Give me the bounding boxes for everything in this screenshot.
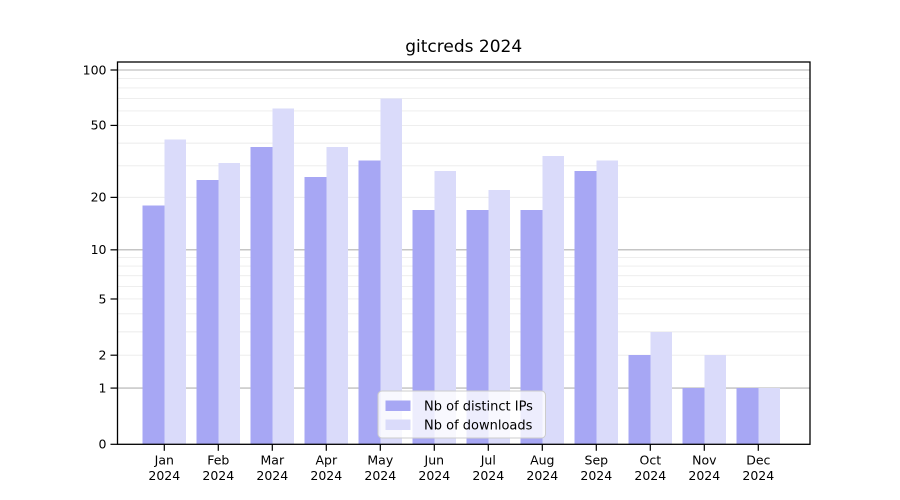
x-tick-label: Jan 2024 [148,453,180,484]
bar [520,209,543,445]
bar [326,147,348,445]
x-tick-label: May 2024 [364,453,396,484]
bar [650,331,672,445]
bar [412,209,435,445]
x-tick-label: Nov 2024 [688,453,720,484]
bar [218,163,240,445]
x-tick-label: Aug 2024 [526,453,558,484]
plot-border [116,61,811,445]
bar [542,155,564,445]
x-tick-label: Oct 2024 [634,453,666,484]
bar [628,355,651,445]
x-tick-label: Feb 2024 [202,453,234,484]
bar [434,171,456,445]
legend-swatch-distinct-ips [385,400,411,411]
y-tick-label: 1 [99,380,107,395]
y-tick-label: 5 [99,291,107,306]
y-axis-ticks: 0 1 2 5 10 20 50 100 [83,62,118,452]
bar [196,180,219,445]
bar [596,160,618,445]
bar [380,98,402,445]
y-tick-label: 20 [91,190,107,205]
y-tick-label: 10 [91,242,107,257]
bar [250,147,273,445]
series-downloads [164,98,780,445]
y-tick-label: 50 [91,118,107,133]
bar [142,205,165,445]
x-tick-label: Dec 2024 [742,453,774,484]
x-tick-label: Apr 2024 [310,453,342,484]
y-tick-label: 100 [83,62,107,77]
legend-label-downloads: Nb of downloads [424,419,533,434]
bar [304,176,327,445]
x-axis-ticks: Jan 2024 Feb 2024 Mar 2024 Apr 2024 May 2024 Jun 20… [148,444,774,483]
bar [758,388,780,445]
bar [682,388,705,445]
legend-box [377,390,546,439]
bar [704,355,726,445]
series-distinct-ips [142,147,759,445]
legend-swatch-downloads [385,419,411,430]
y-tick-label: 0 [99,437,107,452]
legend: Nb of distinct IPs Nb of downloads [377,390,546,439]
y-tick-label: 2 [99,347,107,362]
bar-groups [142,98,780,445]
bar [164,139,186,445]
x-tick-label: Jun 2024 [418,453,450,484]
legend-label-distinct-ips: Nb of distinct IPs [424,400,533,415]
bar [466,209,489,445]
x-tick-label: Mar 2024 [256,453,288,484]
bar [736,388,759,445]
x-tick-label: Jul 2024 [472,453,504,484]
x-tick-label: Sep 2024 [580,453,612,484]
chart-title: gitcreds 2024 [405,37,522,57]
bar [574,171,597,445]
bar [358,160,381,445]
bar [488,190,510,445]
bar [272,108,294,445]
